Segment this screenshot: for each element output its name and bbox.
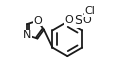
Text: N: N: [23, 30, 31, 40]
Text: S: S: [74, 14, 82, 27]
Text: O: O: [64, 15, 73, 25]
Text: O: O: [82, 15, 91, 25]
Text: Cl: Cl: [84, 6, 95, 16]
Text: O: O: [33, 16, 42, 26]
